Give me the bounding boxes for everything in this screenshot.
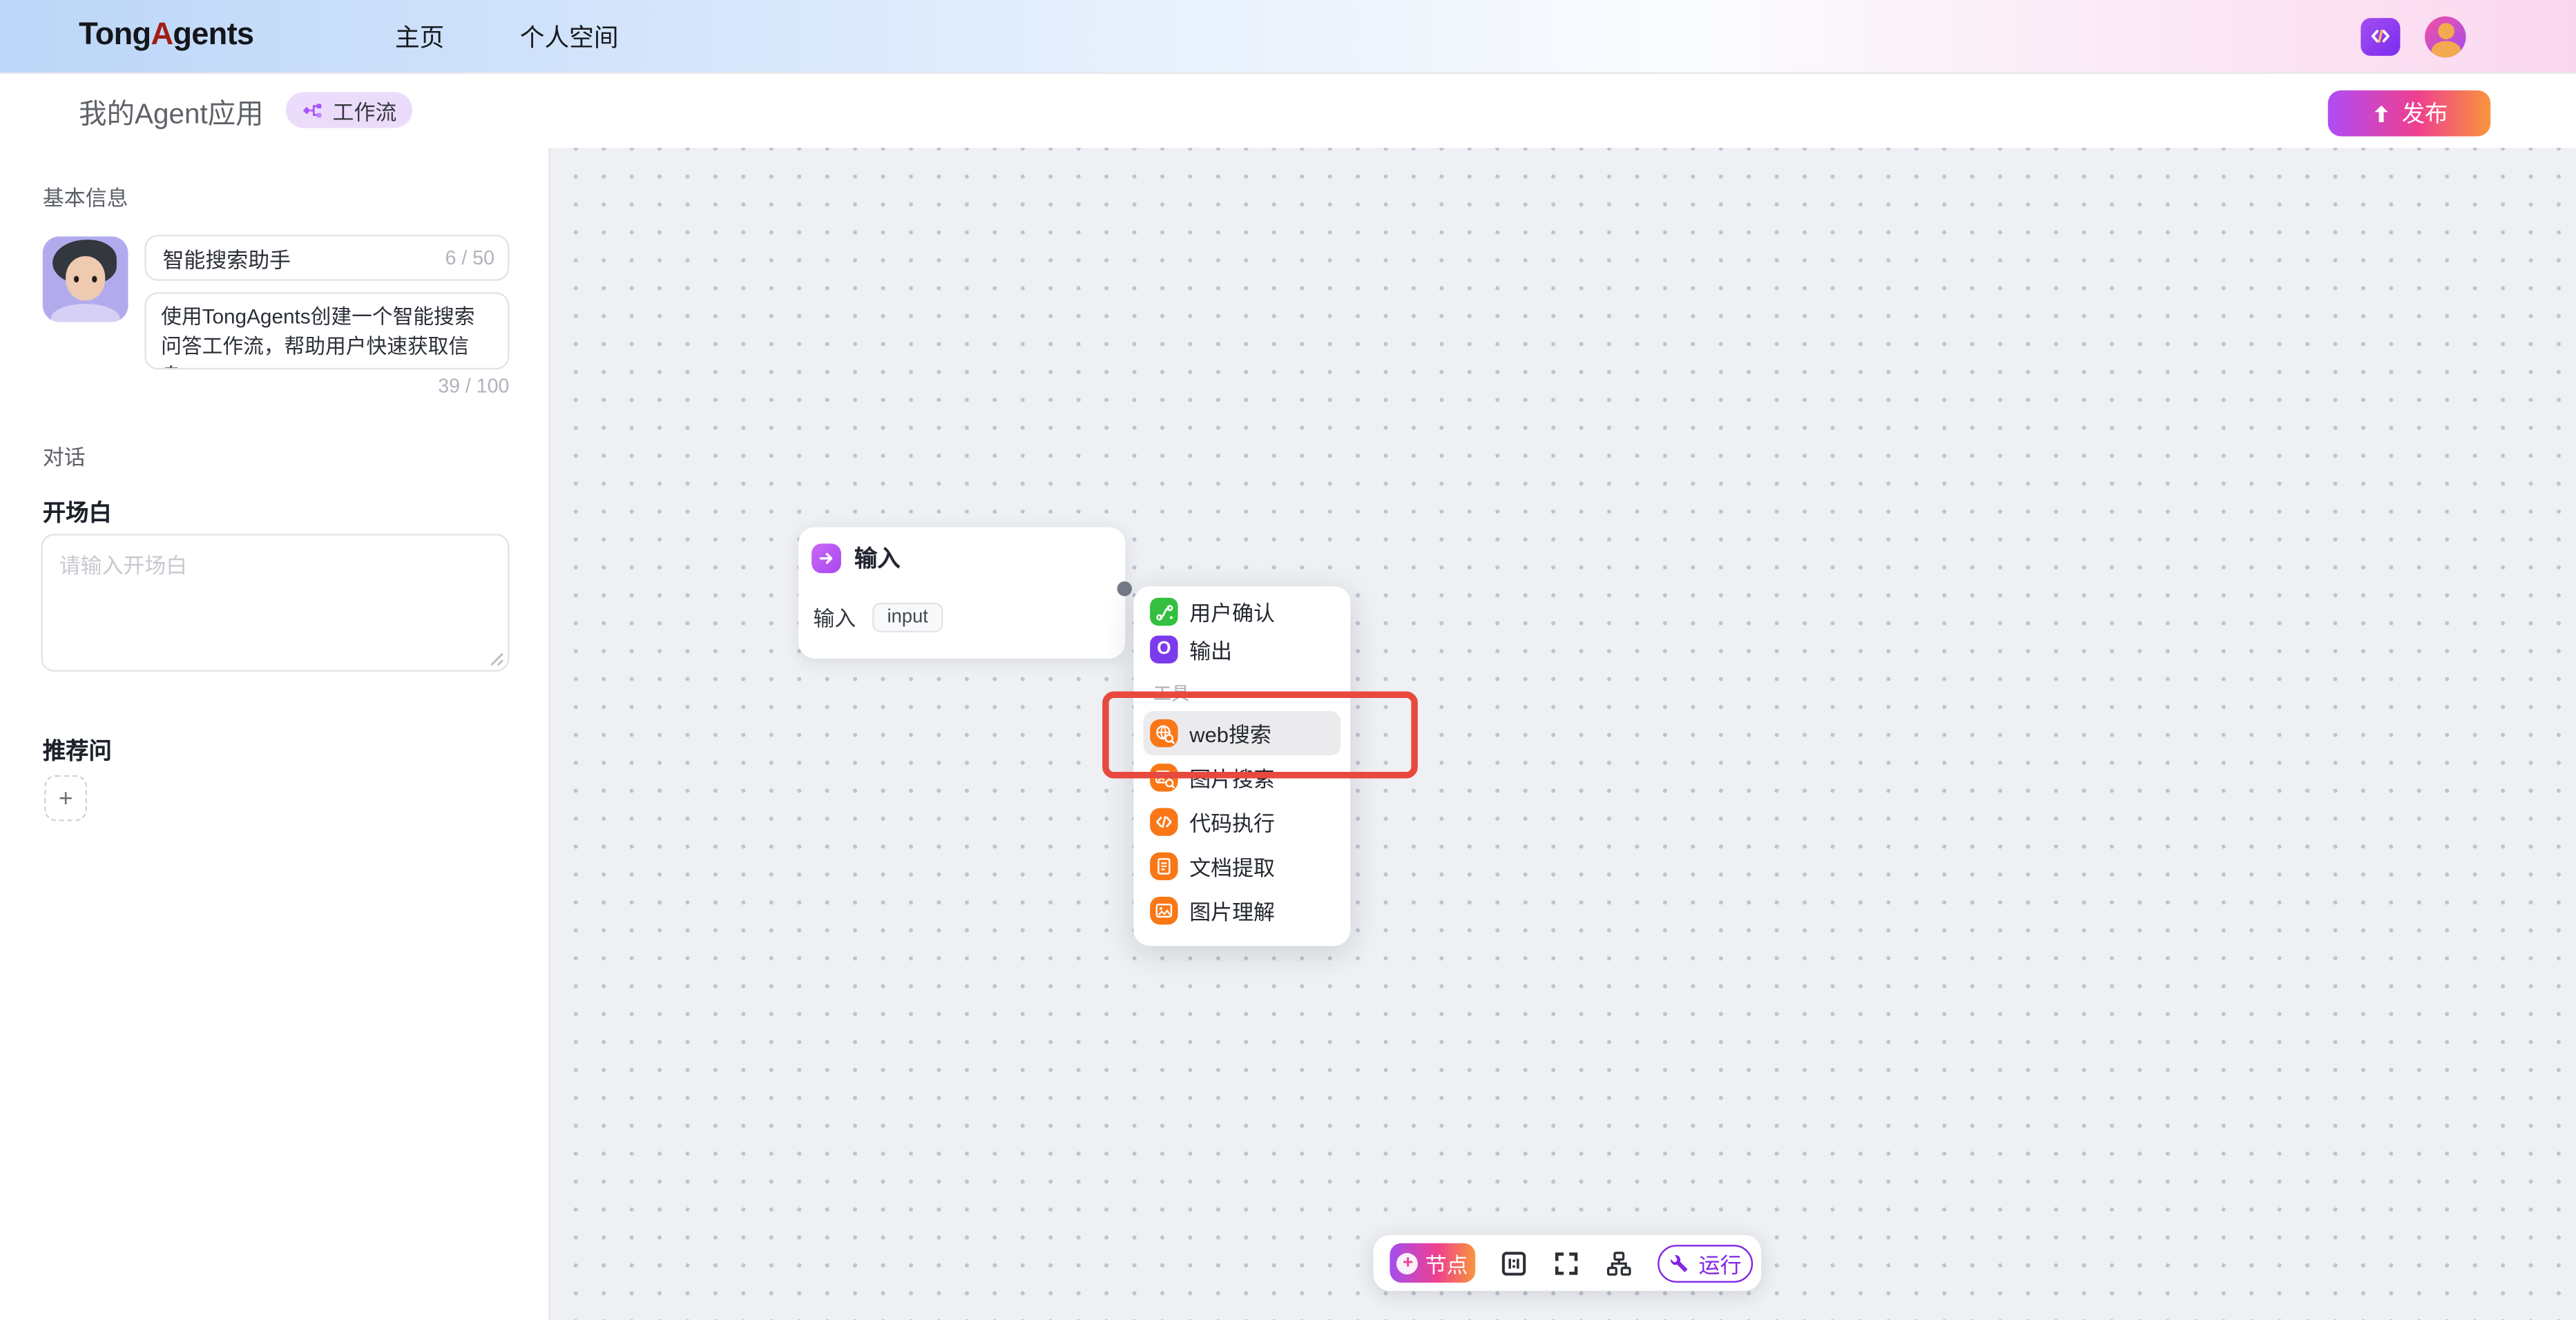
menu-item-label: 用户确认 xyxy=(1189,601,1275,626)
code-glyph xyxy=(2371,29,2390,43)
menu-item-label: 文档提取 xyxy=(1189,855,1275,881)
workflow-badge-label: 工作流 xyxy=(332,99,397,124)
menu-item-label: 输出 xyxy=(1189,639,1233,664)
web-search-icon xyxy=(1150,719,1178,748)
input-node-icon xyxy=(811,543,841,574)
menu-item-code-exec[interactable]: 代码执行 xyxy=(1144,799,1340,844)
nav-links: 主页 个人空间 xyxy=(395,19,619,53)
input-field-chip: input xyxy=(872,601,943,632)
avatar-eye xyxy=(92,275,97,282)
menu-item-image-understand[interactable]: 图片理解 xyxy=(1144,889,1340,933)
page-header: 我的Agent应用 工作流 发布 xyxy=(0,72,2576,148)
menu-item-label: 代码执行 xyxy=(1189,811,1275,836)
code-icon[interactable] xyxy=(2361,17,2401,55)
avatar-head xyxy=(2436,23,2454,40)
canvas-toolbar: + 节点 xyxy=(1373,1234,1762,1291)
input-field-label: 输入 xyxy=(813,605,856,631)
input-node-title: 输入 xyxy=(854,545,901,572)
workflow-canvas[interactable]: 输入 输入 input 用户确认 xyxy=(550,148,2576,1320)
route-icon xyxy=(1150,597,1178,626)
navbar-right xyxy=(2361,0,2466,72)
dialog-section-label: 对话 xyxy=(42,445,86,470)
doc-extract-icon xyxy=(1150,852,1178,881)
logo-text-2: gents xyxy=(173,18,254,53)
logo-text-1: Tong xyxy=(79,18,151,53)
input-node-header: 输入 xyxy=(798,527,1125,575)
app-logo[interactable]: TongAgents xyxy=(79,18,254,54)
workflow-icon xyxy=(303,103,323,117)
add-suggested-question-button[interactable]: + xyxy=(44,775,88,822)
nav-link-personal-space[interactable]: 个人空间 xyxy=(519,23,619,52)
avatar-shirt xyxy=(50,304,120,322)
workflow-badge: 工作流 xyxy=(286,92,414,128)
menu-item-web-search[interactable]: web搜索 xyxy=(1143,711,1341,756)
agent-name-input[interactable] xyxy=(144,235,510,281)
menu-item-label: 图片搜索 xyxy=(1189,766,1275,792)
code-run-icon xyxy=(1150,808,1178,836)
menu-item-output[interactable]: O 输出 xyxy=(1144,630,1340,668)
user-avatar[interactable] xyxy=(2425,15,2466,57)
opening-label: 开场白 xyxy=(42,499,112,526)
opening-message-input[interactable] xyxy=(41,534,510,672)
image-understand-icon xyxy=(1150,896,1178,925)
fullscreen-icon[interactable] xyxy=(1553,1249,1580,1277)
publish-button[interactable]: 发布 xyxy=(2327,90,2491,137)
agent-name-field-wrap: 6 / 50 xyxy=(144,235,510,281)
avatar-face xyxy=(66,256,106,301)
run-label: 运行 xyxy=(1698,1252,1742,1277)
nav-link-home[interactable]: 主页 xyxy=(394,23,445,52)
node-output-handle[interactable] xyxy=(1117,581,1132,596)
avatar-body xyxy=(2430,40,2461,57)
logo-accent: A xyxy=(151,18,173,53)
run-button[interactable]: 运行 xyxy=(1657,1243,1753,1282)
menu-item-label: web搜索 xyxy=(1189,722,1271,748)
minimap-icon[interactable] xyxy=(1500,1249,1528,1277)
menu-item-user-confirm[interactable]: 用户确认 xyxy=(1144,593,1340,631)
suggested-questions-label: 推荐问 xyxy=(42,737,112,764)
layout-sitemap-icon[interactable] xyxy=(1605,1249,1633,1277)
node-type-menu: 用户确认 O 输出 工具 web搜索 xyxy=(1133,586,1351,947)
agent-avatar-image[interactable] xyxy=(42,236,128,322)
left-sidebar: 基本信息 6 / 50 使用TongAgents创建一个智能搜索问答工作流，帮助… xyxy=(0,148,550,1320)
menu-section-tools: 工具 xyxy=(1153,684,1190,705)
publish-arrow-icon xyxy=(2374,104,2388,122)
description-char-counter: 39 / 100 xyxy=(438,374,510,398)
input-node-body: 输入 input xyxy=(798,575,1125,632)
arrow-right-icon xyxy=(819,552,833,564)
input-node[interactable]: 输入 输入 input xyxy=(798,527,1126,659)
basic-info-label: 基本信息 xyxy=(42,185,128,211)
agent-description-input[interactable]: 使用TongAgents创建一个智能搜索问答工作流，帮助用户快速获取信息... xyxy=(144,292,510,370)
wrench-icon xyxy=(1671,1254,1688,1272)
page-title: 我的Agent应用 xyxy=(79,97,264,129)
top-navbar: TongAgents 主页 个人空间 xyxy=(0,0,2576,72)
image-search-icon xyxy=(1150,764,1178,792)
output-icon: O xyxy=(1150,635,1178,664)
plus-icon: + xyxy=(1397,1252,1419,1274)
add-node-button[interactable]: + 节点 xyxy=(1390,1243,1476,1283)
menu-item-label: 图片理解 xyxy=(1189,900,1275,925)
add-node-label: 节点 xyxy=(1425,1252,1468,1277)
menu-item-doc-extract[interactable]: 文档提取 xyxy=(1144,844,1340,889)
publish-label: 发布 xyxy=(2401,100,2448,127)
menu-item-image-search[interactable]: 图片搜索 xyxy=(1144,755,1340,799)
avatar-eye xyxy=(74,275,79,282)
